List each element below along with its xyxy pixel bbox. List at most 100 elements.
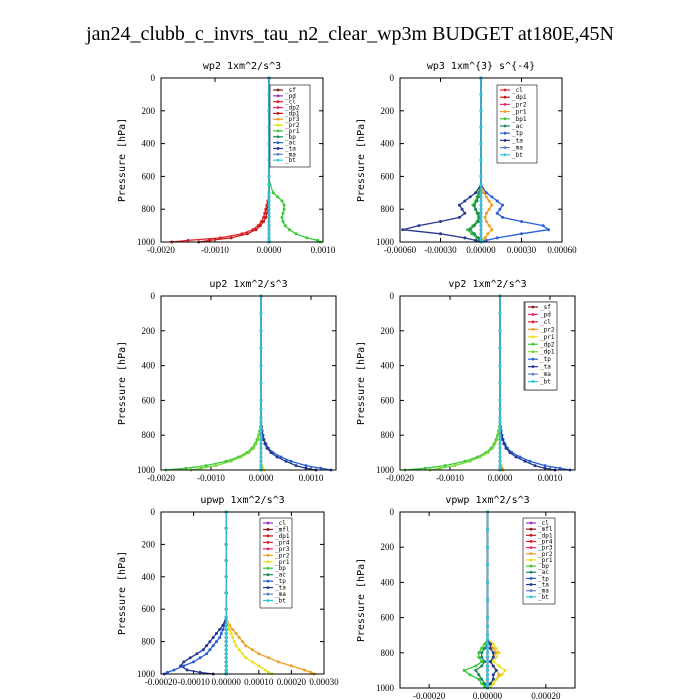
series-point [487, 224, 491, 228]
series-point [497, 664, 501, 668]
series-point [484, 211, 488, 215]
series-line-dp1 [198, 78, 270, 243]
series-point [479, 195, 483, 199]
y-tick-label: 600 [381, 395, 395, 405]
series-point [479, 191, 483, 195]
y-axis-label: Pressure [hPa] [117, 551, 128, 635]
panel-title: wp2 1xm^2/s^3 [203, 61, 281, 72]
series-point [224, 628, 228, 631]
series-point [241, 652, 244, 656]
x-tick-label: 0.00030 [507, 245, 537, 255]
series-point [259, 398, 263, 402]
legend-label: _tp [540, 356, 551, 363]
series-point [439, 232, 442, 236]
series-point [484, 191, 488, 195]
series-point [494, 655, 498, 659]
series-point [486, 677, 489, 681]
series-point [514, 455, 518, 459]
series-point [477, 677, 481, 681]
series-point [498, 464, 502, 468]
series-point [470, 232, 474, 236]
chart-panels: wp2 1xm^2/s^3 Pressure [hPa] -0.0020 -0.001… [117, 61, 577, 700]
series-point [182, 664, 186, 668]
legend-label: _pr1 [538, 557, 553, 564]
plot-frame [160, 77, 324, 243]
series-point [474, 238, 478, 242]
legend-marker [276, 141, 280, 145]
legend-label: _dp1 [512, 94, 527, 101]
legend-marker [531, 335, 535, 339]
plot-frame [160, 511, 325, 675]
legend-label: _pr2 [285, 122, 300, 129]
series-point [494, 651, 498, 655]
legend-label: _ta [540, 364, 551, 371]
series-line-dp2 [404, 296, 501, 471]
x-tick-label: -0.00020 [413, 691, 446, 700]
series-point [267, 670, 271, 674]
series-point [484, 238, 488, 242]
y-tick-label: 1000 [376, 237, 395, 247]
series-point [498, 451, 502, 455]
x-tick-label: 0.00000 [473, 691, 503, 700]
series-point [264, 215, 268, 219]
series-point [259, 364, 263, 368]
x-tick-label: -0.0020 [147, 473, 175, 483]
legend-marker [531, 342, 535, 346]
series-point [543, 464, 547, 468]
series-point [214, 640, 218, 644]
x-tick-label: 0.0010 [299, 473, 324, 483]
legend-label: _bt [285, 157, 296, 164]
series-point [501, 438, 504, 441]
legend-marker [503, 88, 507, 92]
series-point [294, 232, 298, 236]
series-point [457, 203, 461, 207]
y-tick-label: 800 [142, 637, 156, 647]
series-point [533, 464, 537, 468]
series-point [282, 207, 286, 211]
series-point [476, 211, 480, 215]
series-point [265, 211, 269, 215]
series-point [254, 442, 258, 446]
series-point [460, 207, 464, 211]
series-point [491, 677, 495, 681]
legend-marker [276, 94, 280, 98]
series-point [239, 455, 243, 459]
plot-frame [399, 77, 563, 243]
y-tick-label: 200 [142, 106, 156, 116]
series-point [198, 656, 202, 660]
legend-marker [529, 595, 533, 599]
legend-label: _sf [285, 87, 296, 94]
legend-marker [503, 124, 507, 128]
legend-marker [529, 589, 533, 593]
series-point [188, 656, 192, 660]
series-line-dp2 [165, 296, 262, 471]
series-point [486, 646, 489, 650]
series-point [184, 466, 188, 470]
series-point [280, 215, 284, 219]
y-tick-label: 400 [381, 577, 395, 587]
legend-marker [529, 570, 533, 574]
legend-marker [529, 533, 533, 537]
legend-label: _pr2 [512, 101, 527, 108]
series-point [259, 429, 263, 433]
series-point [259, 420, 263, 424]
x-tick-label: -0.0010 [436, 473, 464, 483]
legend-label: _ac [512, 123, 523, 130]
x-tick-label: 0.00000 [466, 245, 496, 255]
series-point [479, 199, 483, 203]
series-point [468, 459, 472, 463]
series-point [224, 607, 228, 611]
series-point [305, 236, 309, 240]
series-point [493, 442, 497, 446]
legend-marker [531, 320, 535, 324]
series-point [491, 446, 494, 450]
series-point [267, 199, 271, 203]
series-point [486, 638, 489, 642]
series-point [304, 464, 308, 468]
series-point [244, 644, 248, 648]
legend-label: _pr2 [275, 552, 290, 559]
x-tick-label: 0.0010 [311, 245, 336, 255]
legend-label: _tp [538, 575, 549, 582]
y-tick-label: 800 [381, 648, 395, 658]
